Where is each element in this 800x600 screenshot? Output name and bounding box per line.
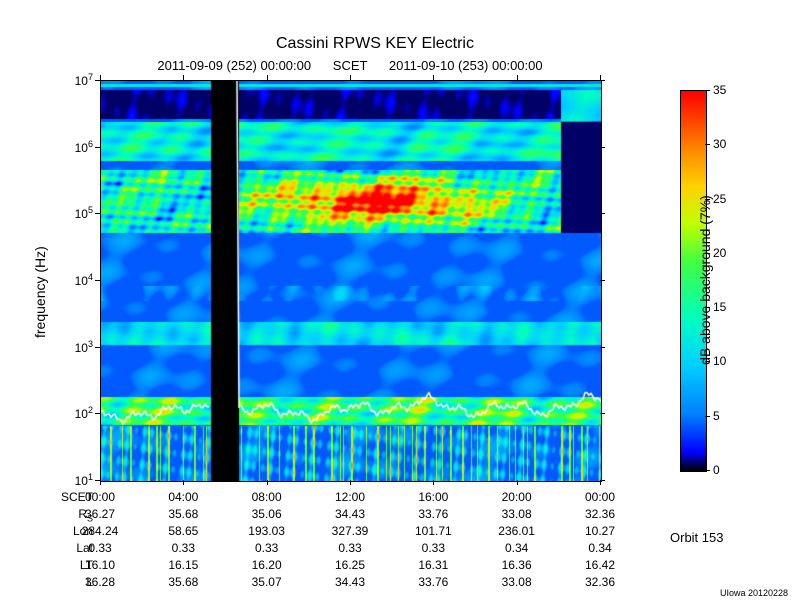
x-value: 36.28 bbox=[65, 575, 135, 589]
subtitle-right: 2011-09-10 (253) 00:00:00 bbox=[389, 58, 543, 73]
x-value: 0.33 bbox=[65, 541, 135, 555]
x-value: 16.10 bbox=[65, 558, 135, 572]
chart-subtitle: 2011-09-09 (252) 00:00:00 SCET 2011-09-1… bbox=[115, 58, 585, 73]
x-value: 00:00 bbox=[65, 490, 135, 504]
x-value: 101.71 bbox=[398, 524, 468, 538]
x-value: 20:00 bbox=[482, 490, 552, 504]
colorbar-tick: 25 bbox=[713, 192, 726, 206]
colorbar-tick: 35 bbox=[713, 83, 726, 97]
subtitle-left: 2011-09-09 (252) 00:00:00 bbox=[157, 58, 311, 73]
x-value: 34.43 bbox=[315, 507, 385, 521]
y-tick: 104 bbox=[55, 272, 93, 288]
x-value: 16.20 bbox=[232, 558, 302, 572]
x-value: 35.06 bbox=[232, 507, 302, 521]
x-value: 0.34 bbox=[482, 541, 552, 555]
y-tick: 102 bbox=[55, 405, 93, 421]
x-value: 10.27 bbox=[565, 524, 635, 538]
colorbar-tick: 0 bbox=[713, 463, 720, 477]
x-value: 33.76 bbox=[398, 575, 468, 589]
x-value: 00:00 bbox=[565, 490, 635, 504]
x-value: 04:00 bbox=[148, 490, 218, 504]
x-value: 327.39 bbox=[315, 524, 385, 538]
x-value: 16.36 bbox=[482, 558, 552, 572]
y-tick: 103 bbox=[55, 339, 93, 355]
x-value: 33.76 bbox=[398, 507, 468, 521]
colorbar-tick: 30 bbox=[713, 137, 726, 151]
x-value: 32.36 bbox=[565, 507, 635, 521]
colorbar-tick: 20 bbox=[713, 246, 726, 260]
colorbar-tick: 5 bbox=[713, 409, 720, 423]
subtitle-mid: SCET bbox=[333, 58, 367, 73]
orbit-label: Orbit 153 bbox=[670, 530, 723, 545]
x-value: 236.01 bbox=[482, 524, 552, 538]
chart-container: Cassini RPWS KEY Electric 2011-09-09 (25… bbox=[0, 0, 800, 600]
chart-title: Cassini RPWS KEY Electric bbox=[200, 35, 550, 53]
footer-credit: UIowa 20120228 bbox=[720, 588, 788, 598]
x-value: 16.15 bbox=[148, 558, 218, 572]
colorbar-tick: 15 bbox=[713, 300, 726, 314]
x-value: 0.33 bbox=[232, 541, 302, 555]
x-value: 16.42 bbox=[565, 558, 635, 572]
x-value: 16.31 bbox=[398, 558, 468, 572]
x-value: 0.33 bbox=[148, 541, 218, 555]
x-value: 284.24 bbox=[65, 524, 135, 538]
x-value: 34.43 bbox=[315, 575, 385, 589]
x-value: 35.07 bbox=[232, 575, 302, 589]
x-value: 08:00 bbox=[232, 490, 302, 504]
colorbar-label: dB above background (7%) bbox=[697, 180, 713, 380]
y-tick: 105 bbox=[55, 205, 93, 221]
y-axis-label: frequency (Hz) bbox=[32, 218, 48, 338]
y-tick: 106 bbox=[55, 139, 93, 155]
x-value: 36.27 bbox=[65, 507, 135, 521]
x-value: 0.33 bbox=[398, 541, 468, 555]
x-value: 32.36 bbox=[565, 575, 635, 589]
colorbar-tick: 10 bbox=[713, 354, 726, 368]
x-value: 193.03 bbox=[232, 524, 302, 538]
y-tick: 101 bbox=[55, 472, 93, 488]
spectrogram-plot bbox=[100, 80, 602, 482]
y-tick: 107 bbox=[55, 72, 93, 88]
x-value: 33.08 bbox=[482, 575, 552, 589]
x-value: 0.34 bbox=[565, 541, 635, 555]
x-value: 58.65 bbox=[148, 524, 218, 538]
x-value: 16:00 bbox=[398, 490, 468, 504]
x-value: 16.25 bbox=[315, 558, 385, 572]
x-value: 0.33 bbox=[315, 541, 385, 555]
x-value: 12:00 bbox=[315, 490, 385, 504]
x-value: 33.08 bbox=[482, 507, 552, 521]
x-value: 35.68 bbox=[148, 575, 218, 589]
x-value: 35.68 bbox=[148, 507, 218, 521]
